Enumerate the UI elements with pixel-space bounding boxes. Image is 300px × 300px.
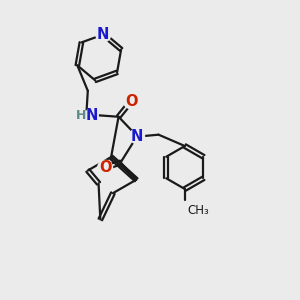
- Text: CH₃: CH₃: [187, 204, 209, 217]
- Text: N: N: [85, 108, 98, 123]
- Text: H: H: [76, 109, 86, 122]
- Text: N: N: [97, 27, 110, 42]
- Circle shape: [130, 129, 145, 144]
- Circle shape: [75, 109, 87, 121]
- Circle shape: [85, 109, 98, 122]
- Circle shape: [96, 27, 111, 42]
- Text: O: O: [125, 94, 137, 109]
- Text: O: O: [99, 160, 111, 175]
- Text: N: N: [131, 129, 143, 144]
- Circle shape: [124, 94, 139, 109]
- Circle shape: [98, 160, 112, 175]
